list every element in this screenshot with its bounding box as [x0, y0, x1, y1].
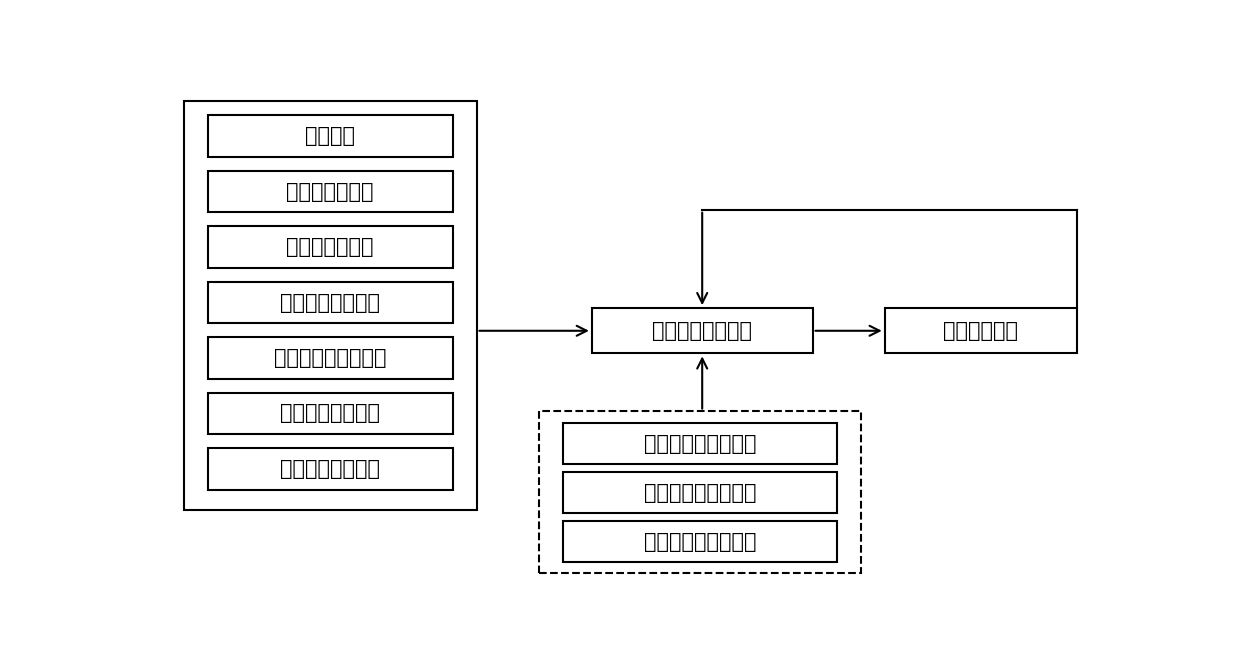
Text: 车辆后摄像头信号: 车辆后摄像头信号	[280, 459, 380, 479]
Bar	[208, 393, 452, 434]
Bar	[563, 423, 836, 464]
Bar	[539, 411, 861, 573]
Bar	[208, 282, 452, 323]
Bar	[208, 171, 452, 212]
Bar	[208, 115, 452, 157]
Text: 车身横摆角速度信号: 车身横摆角速度信号	[643, 434, 756, 454]
Text: 转向助力控制装置: 转向助力控制装置	[652, 321, 752, 341]
Bar	[208, 227, 452, 268]
Text: 方向盘扭矩信号: 方向盘扭矩信号	[286, 181, 374, 202]
Text: 方向盘角速度信号: 方向盘角速度信号	[280, 293, 380, 312]
Text: 车身侧向加速度信号: 车身侧向加速度信号	[643, 483, 756, 502]
Text: 车速信号: 车速信号	[305, 126, 356, 146]
Text: 电机助力扭矩: 电机助力扭矩	[943, 321, 1018, 341]
Bar	[183, 102, 477, 510]
Bar	[592, 308, 813, 354]
Bar	[885, 308, 1077, 354]
Bar	[563, 472, 836, 514]
Text: 方向盘角加速度信号: 方向盘角加速度信号	[274, 348, 387, 368]
Bar	[208, 337, 452, 379]
Text: 车身纵向加速度信号: 车身纵向加速度信号	[643, 532, 756, 552]
Bar	[563, 521, 836, 562]
Bar	[208, 448, 452, 490]
Text: 车辆前摄像头信号: 车辆前摄像头信号	[280, 403, 380, 424]
Text: 方向盘角度信号: 方向盘角度信号	[286, 237, 374, 257]
